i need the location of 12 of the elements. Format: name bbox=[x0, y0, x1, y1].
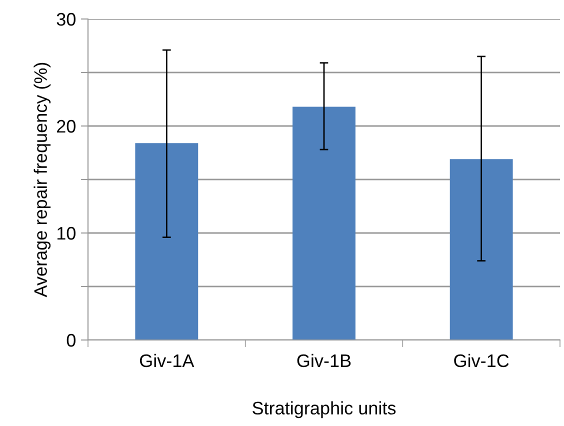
bar bbox=[450, 159, 513, 340]
x-tick-label: Giv-1B bbox=[297, 354, 351, 368]
y-tick-label: 0 bbox=[66, 334, 76, 347]
y-axis-title: Average repair frequency (%) bbox=[34, 62, 51, 298]
x-tick-label: Giv-1C bbox=[454, 354, 509, 368]
x-tick-label: Giv-1A bbox=[140, 354, 194, 368]
y-tick-label: 10 bbox=[57, 226, 76, 240]
y-tick-label: 20 bbox=[57, 120, 76, 133]
x-axis-title: Stratigraphic units bbox=[252, 401, 396, 418]
bar bbox=[135, 143, 198, 340]
bar bbox=[292, 106, 356, 340]
y-tick-label: 30 bbox=[56, 12, 76, 26]
